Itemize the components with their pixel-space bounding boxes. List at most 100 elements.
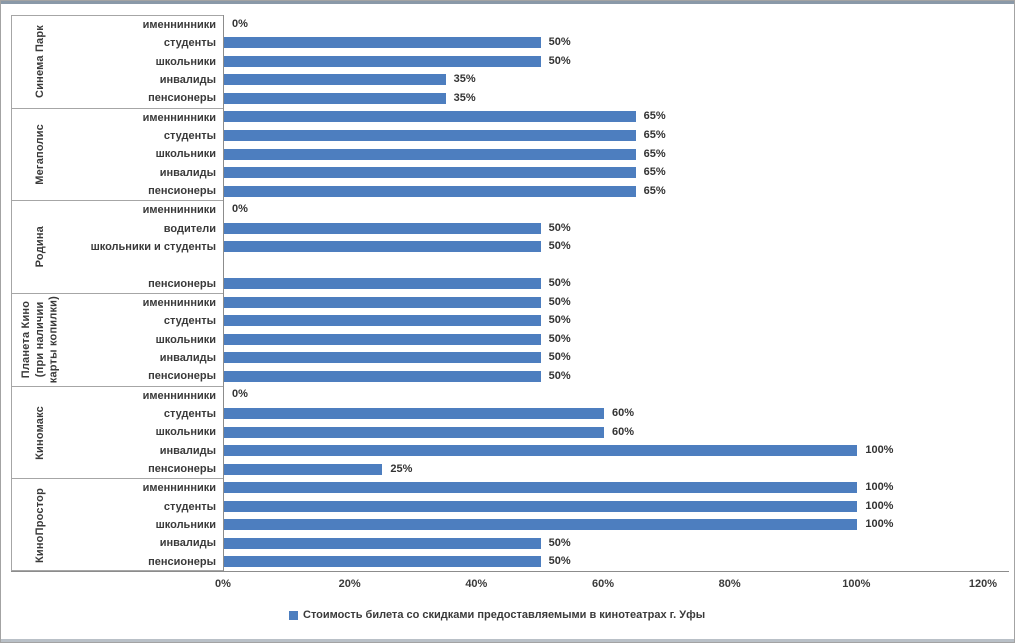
cinema-group-label: КиноПростор [12,479,70,571]
category-label: школьники [155,519,216,532]
cinema-group: Планета Кино (при наличии карты копилки)… [12,293,223,386]
bar [224,167,636,179]
category-label: пенсионеры [148,277,216,290]
bar-value-label: 65% [643,166,666,179]
category-label: инвалиды [159,166,216,179]
category-label: школьники [155,333,216,346]
category-label: студенты [163,130,216,143]
bar [224,222,541,234]
cinema-group-label: Синема Парк [12,16,70,108]
category-label: инвалиды [159,74,216,87]
cinema-group-label: Планета Кино (при наличии карты копилки) [12,294,70,386]
bar [224,37,541,49]
cinema-group: Киномакс именнинники студенты школьники инва… [12,385,223,479]
bar-value-label: 50% [548,369,571,382]
bar-value-label: 35% [453,73,476,86]
cinema-group: КиноПростор именнинники студенты школьники и… [12,478,223,571]
category-label: студенты [163,315,216,328]
bar-value-label: 65% [643,128,666,141]
category-label: пенсионеры [148,92,216,105]
bar-value-label: 0% [232,17,248,30]
bar-value-label: 25% [390,462,413,475]
bar [224,185,636,197]
bar [224,537,541,549]
bar [224,482,858,494]
bar [224,129,636,141]
category-label: школьники и студенты [90,241,216,254]
bar-value-label: 50% [548,536,571,549]
bar-value-label: 100% [865,444,894,457]
bar-value-label: 100% [865,499,894,512]
category-label: именнинники [142,389,216,402]
bar [224,55,541,67]
category-label: именнинники [142,482,216,495]
bar [224,315,541,327]
bar-value-label: 50% [548,555,571,568]
category-rows: именнинники студенты школьники инвалиды пенс… [70,16,223,108]
bar [224,74,446,86]
bar-value-label: 65% [643,184,666,197]
bar-value-label: 0% [232,388,248,401]
bar-value-label: 65% [643,110,666,123]
category-label: водители [163,222,216,235]
cinema-group-label: Киномакс [12,387,70,479]
cinema-group-label-text: Родина [34,226,47,268]
category-label: именнинники [142,297,216,310]
category-label: инвалиды [159,352,216,365]
category-label: именнинники [142,204,216,217]
bar-value-label: 50% [548,36,571,49]
bar [224,278,541,290]
bar-value-label: 50% [548,314,571,327]
category-label: инвалиды [159,444,216,457]
window-top-edge [1,1,1014,4]
cinema-group-label-text: КиноПростор [34,487,47,563]
cinema-group-label-text: Планета Кино (при наличии карты копилки) [20,296,60,384]
bar-value-label: 35% [453,91,476,104]
bar-value-label: 60% [612,406,635,419]
category-label: студенты [163,37,216,50]
category-axis-label-area: Синема Парк именнинники студенты школьники и… [11,15,223,571]
cinema-group: Родина именнинники водители школьники и сту… [12,200,223,293]
category-rows: именнинники студенты школьники инвалиды пенс… [70,294,223,386]
category-label: именнинники [142,111,216,124]
bar-value-label: 50% [548,332,571,345]
bar [224,463,383,475]
category-axis-line [223,15,224,571]
bar [224,407,604,419]
category-label: школьники [155,148,216,161]
value-axis-line [11,571,1009,572]
category-label: пенсионеры [148,370,216,383]
bar [224,241,541,253]
bar [224,426,604,438]
value-axis-tick-label: 100% [842,578,871,590]
bar [224,333,541,345]
bar-value-label: 100% [865,518,894,531]
cinema-group-label: Мегаполис [12,109,70,201]
bar [224,352,541,364]
value-axis-tick-label: 40% [465,578,488,590]
category-rows: именнинники водители школьники и студенты п… [70,201,223,293]
bar-value-label: 50% [548,54,571,67]
category-rows: именнинники студенты школьники инвалиды пенс… [70,387,223,479]
cinema-group-label: Родина [12,201,70,293]
bar [224,111,636,123]
bar-value-label: 50% [548,351,571,364]
bar-value-label: 0% [232,203,248,216]
category-rows: именнинники студенты школьники инвалиды пенс… [70,109,223,201]
category-label: студенты [163,500,216,513]
value-axis-tick-label: 20% [338,578,361,590]
cinema-group: Синема Парк именнинники студенты школьники и… [12,15,223,108]
category-label: именнинники [142,19,216,32]
legend: Стоимость билета со скидками предоставля… [289,609,705,621]
cinema-group-label-text: Мегаполис [34,124,47,185]
bar-value-label: 50% [548,277,571,290]
value-axis-tick-label: 80% [718,578,741,590]
bar [224,92,446,104]
bar [224,445,858,457]
category-label: школьники [155,426,216,439]
cinema-group-label-text: Киномакс [34,405,47,460]
legend-marker-icon [289,610,298,620]
cinema-group-label-text: Синема Парк [34,25,47,99]
bar-value-label: 60% [612,425,635,438]
